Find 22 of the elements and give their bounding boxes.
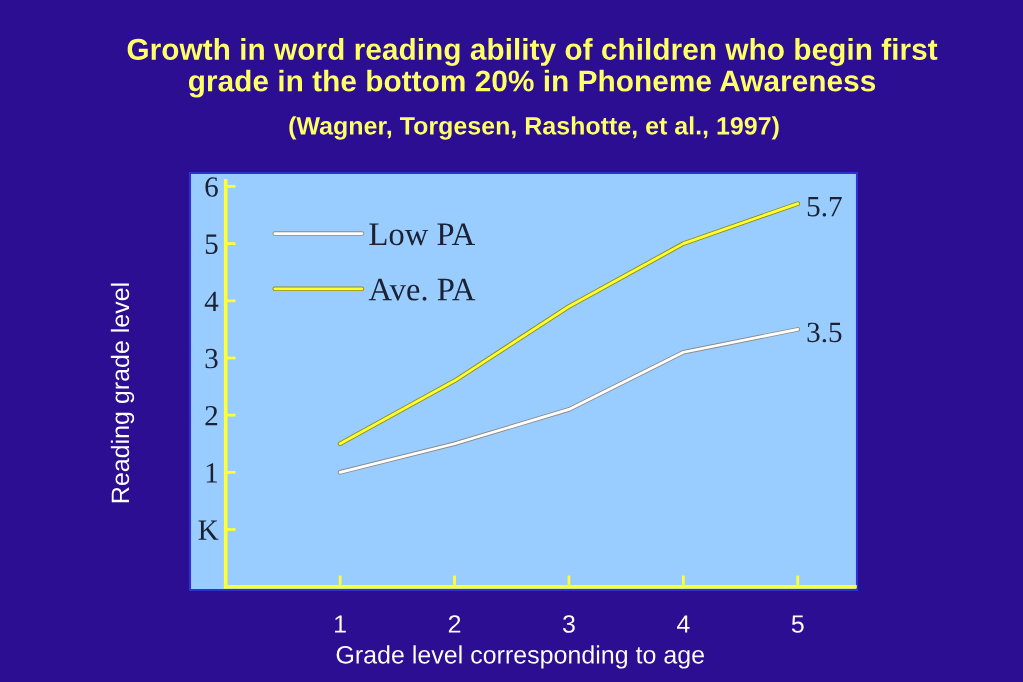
data-label: 5.7 [807,197,842,217]
y-axis-title: Reading grade level [110,283,135,503]
y-tick-label: 2 [205,405,218,426]
x-tick-label: 4 [677,615,690,633]
x-tick-label: 1 [335,615,346,633]
x-tick-label: 3 [562,615,575,633]
y-tick-label: 5 [205,234,218,255]
legend-label: Low PA [369,223,475,246]
y-tick-label: 4 [204,291,219,311]
legend-label: Ave. PA [368,278,476,301]
x-axis-title: Grade level corresponding to age [336,645,704,669]
line-series [337,201,801,447]
line-series [337,327,801,475]
y-tick-label: 1 [206,463,218,483]
x-tick-label: 5 [791,615,804,633]
y-tick-label: 6 [205,177,218,197]
y-tick-label: K [198,520,219,540]
y-tick-label: 3 [205,348,218,369]
x-tick-label: 2 [448,615,461,633]
chart-subtitle: (Wagner, Torgesen, Rashotte, et al., 1997) [289,116,779,140]
chart-title: Growth in word reading ability of children who begin first grade in the bottom 20% in Phoneme Awareness [127,38,938,98]
data-label: 3.5 [807,322,842,343]
